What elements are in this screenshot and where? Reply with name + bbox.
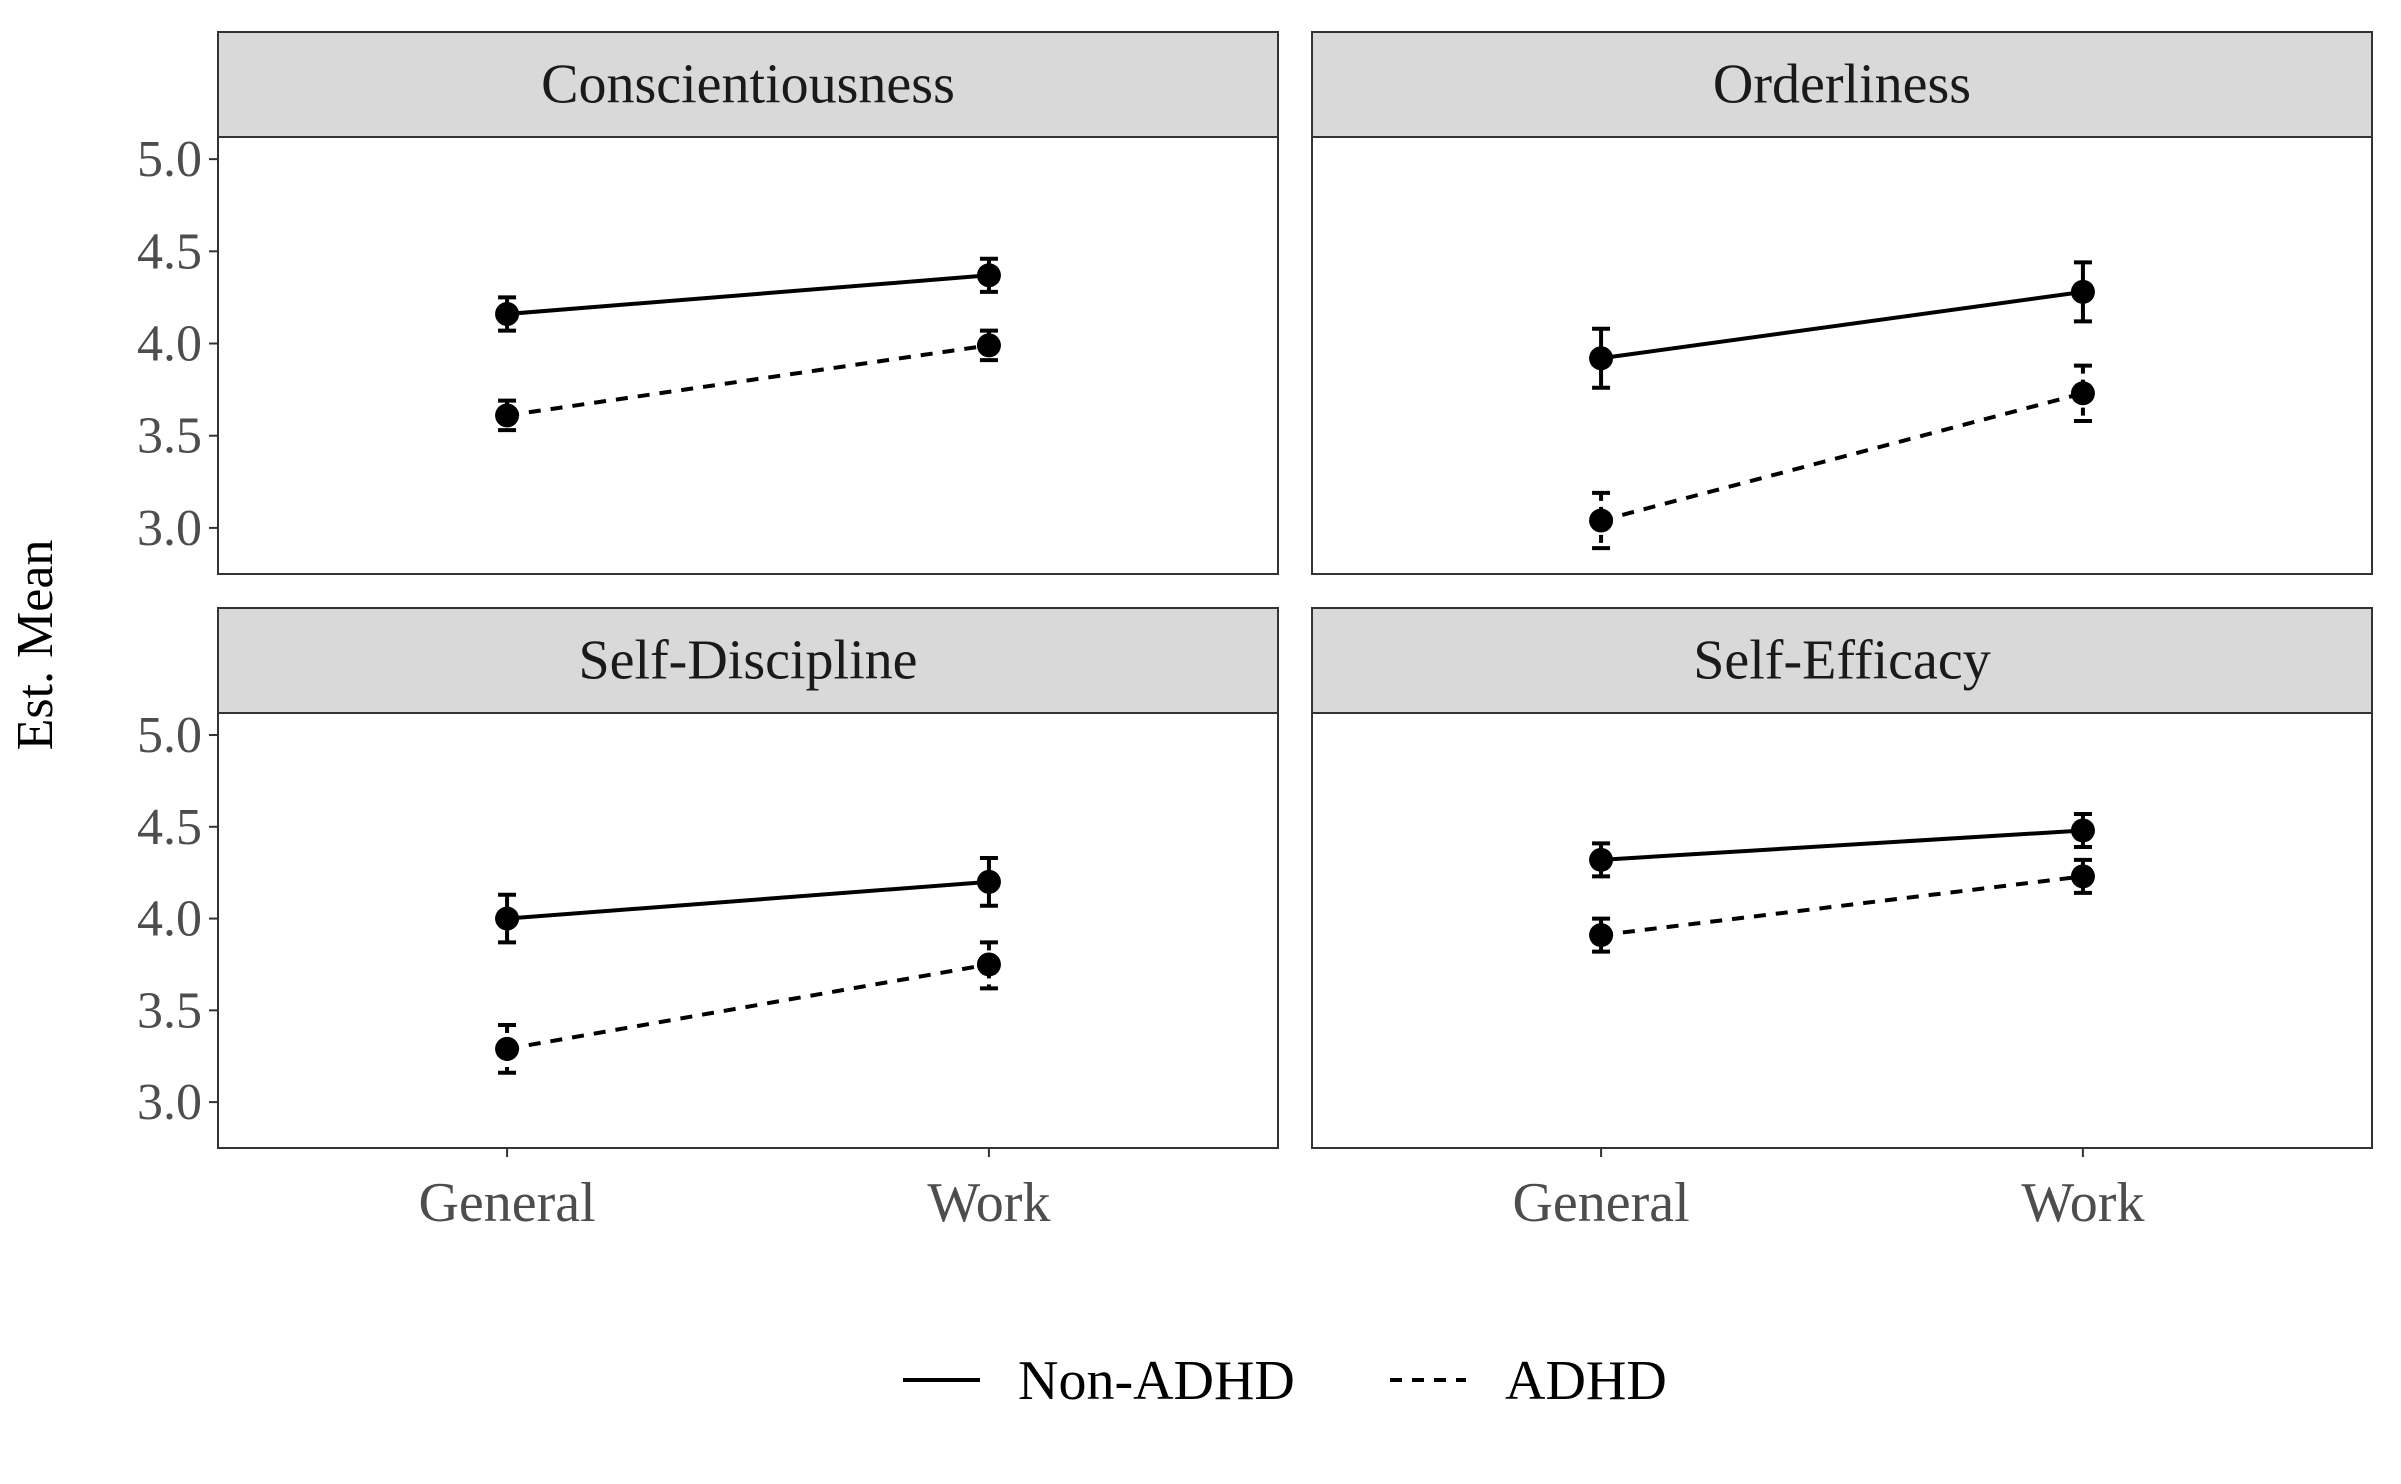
x-tick-label: General (418, 1172, 595, 1234)
y-tick-label: 3.5 (137, 982, 202, 1039)
y-tick-label: 4.0 (137, 891, 202, 948)
panel-border (217, 136, 1279, 575)
data-point (1589, 923, 1614, 948)
legend-label: ADHD (1505, 1350, 1667, 1412)
data-point (2070, 381, 2095, 406)
panel-border (1311, 136, 2373, 575)
data-point (2070, 818, 2095, 843)
data-point (1589, 346, 1614, 371)
facet-title: Self-Discipline (578, 630, 917, 692)
facet-panel: Self-Efficacy General Work (1311, 607, 2373, 1234)
series-line (1600, 391, 2084, 523)
series-line (1600, 828, 2084, 862)
y-tick-label: 3.5 (137, 408, 202, 465)
facet-title: Conscientiousness (541, 54, 955, 116)
y-tick-label: 3.0 (137, 500, 202, 557)
facet-panel: Self-Discipline 3.0 3.5 4.0 4.5 5.0 General Wor… (137, 607, 1279, 1234)
data-point (2070, 864, 2095, 889)
data-point (1589, 847, 1614, 872)
facet-panel: Conscientiousness 3.0 3.5 4.0 4.5 5.0 (137, 31, 1279, 575)
facet-title: Orderliness (1713, 54, 1971, 116)
data-point (2070, 279, 2095, 304)
legend-label: Non-ADHD (1018, 1350, 1295, 1412)
y-tick-label: 5.0 (137, 131, 202, 188)
facet-strip (1311, 607, 2373, 714)
facet-strip (217, 31, 1279, 138)
data-point (976, 952, 1001, 977)
data-point (495, 1036, 520, 1061)
data-point (495, 302, 520, 327)
series-line (506, 879, 990, 921)
x-tick-label: Work (2021, 1172, 2144, 1234)
y-tick-label: 4.5 (137, 223, 202, 280)
y-tick-label: 4.5 (137, 799, 202, 856)
facet-strip (217, 607, 1279, 714)
series-line (506, 962, 990, 1051)
facets-group: Conscientiousness 3.0 3.5 4.0 4.5 5.0 Orderlin… (137, 31, 2373, 1234)
series-line (506, 273, 990, 317)
y-tick-label: 5.0 (137, 707, 202, 764)
facet-strip (1311, 31, 2373, 138)
data-point (976, 263, 1001, 288)
y-tick-label: 4.0 (137, 316, 202, 373)
series-line (506, 343, 990, 418)
series-line (1600, 289, 2084, 361)
facet-title: Self-Efficacy (1693, 630, 1990, 692)
panel-border (1311, 712, 2373, 1149)
y-axis-label: Est. Mean (7, 540, 64, 751)
y-tick-label: 3.0 (137, 1074, 202, 1131)
data-point (976, 869, 1001, 894)
legend: Non-ADHD ADHD (903, 1350, 1667, 1412)
data-point (495, 403, 520, 428)
facet-panel: Orderliness (1311, 31, 2373, 575)
data-point (976, 333, 1001, 358)
x-tick-label: General (1512, 1172, 1689, 1234)
data-point (1589, 508, 1614, 533)
panel-border (217, 712, 1279, 1149)
series-line (1600, 874, 2084, 938)
data-point (495, 906, 520, 931)
x-tick-label: Work (927, 1172, 1050, 1234)
